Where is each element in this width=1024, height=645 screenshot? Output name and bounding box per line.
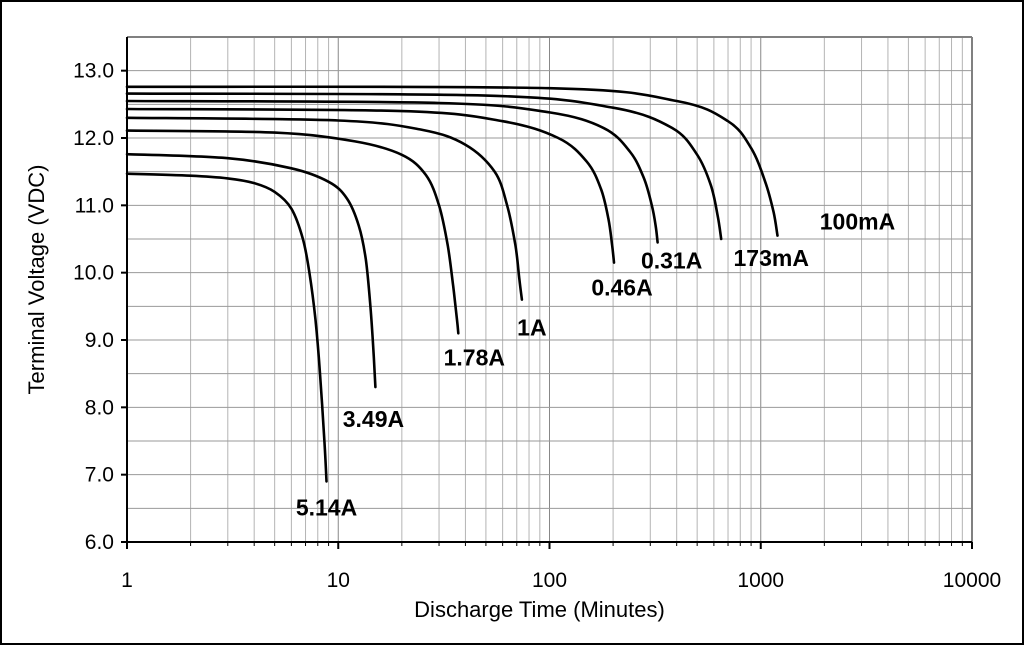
y-tick-label: 6.0	[85, 531, 114, 554]
series-line-1a	[125, 116, 524, 301]
series-line-0_31a	[125, 99, 659, 244]
axes: 6.0 7.0 8.0 9.0 10.0 11.0 12.0 13.0 1 10 100 1000 10…	[73, 36, 1001, 592]
curves	[125, 85, 779, 483]
y-tick-label: 11.0	[75, 194, 114, 217]
x-tick-label: 1000	[737, 569, 784, 592]
curve-label-5_14a: 5.14A	[296, 494, 357, 520]
series-line-100ma	[125, 85, 779, 237]
y-tick-label: 9.0	[85, 329, 114, 352]
y-tick-label: 12.0	[73, 127, 114, 150]
x-tick-label: 1	[121, 569, 133, 592]
x-tick-label: 10000	[943, 569, 1001, 592]
series-line-173ma	[125, 92, 723, 241]
y-tick-label: 8.0	[85, 396, 114, 419]
series-line-0_46a	[125, 107, 616, 264]
x-tick-label: 100	[532, 569, 567, 592]
curve-label-1_78a: 1.78A	[444, 344, 505, 370]
x-axis-title: Discharge Time (Minutes)	[414, 597, 665, 622]
curve-label-100ma: 100mA	[820, 209, 895, 235]
y-axis-title: Terminal Voltage (VDC)	[24, 165, 49, 395]
curve-label-0_46a: 0.46A	[591, 275, 652, 301]
grid	[127, 36, 972, 542]
curve-label-1a: 1A	[517, 315, 546, 341]
y-tick-label: 13.0	[73, 60, 114, 83]
series-line-5_14a	[125, 172, 328, 483]
y-tick-label: 10.0	[73, 262, 114, 285]
curve-label-3_49a: 3.49A	[343, 406, 404, 432]
y-tick-label: 7.0	[85, 464, 114, 487]
series-line-3_49a	[125, 152, 377, 389]
curve-label-173ma: 173mA	[734, 245, 809, 271]
curve-label-0_31a: 0.31A	[641, 247, 702, 273]
series-line-1_78a	[125, 129, 460, 335]
x-tick-label: 10	[327, 569, 350, 592]
